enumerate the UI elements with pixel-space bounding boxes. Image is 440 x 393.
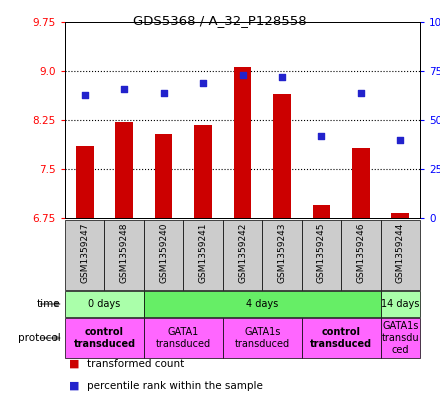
Bar (302, 220, 341, 290)
Text: 0 days: 0 days (88, 299, 121, 309)
Text: GSM1359240: GSM1359240 (159, 223, 168, 283)
Text: GATA1s
transduced: GATA1s transduced (235, 327, 290, 349)
Text: protocol: protocol (18, 333, 61, 343)
Bar (392, 213, 409, 218)
Bar (115, 122, 133, 218)
Bar (104, 220, 144, 290)
Text: GSM1359241: GSM1359241 (198, 223, 208, 283)
Bar (381, 318, 420, 358)
Text: time: time (37, 299, 61, 309)
Point (357, 90, 364, 96)
Bar (381, 220, 420, 290)
Point (121, 86, 128, 92)
Bar (65, 318, 144, 358)
Bar (312, 205, 330, 218)
Bar (302, 318, 381, 358)
Bar (223, 318, 302, 358)
Bar (352, 148, 370, 218)
Text: GSM1359244: GSM1359244 (396, 223, 405, 283)
Text: ■: ■ (70, 359, 80, 369)
Text: GSM1359247: GSM1359247 (80, 223, 89, 283)
Bar (223, 220, 262, 290)
Bar (341, 220, 381, 290)
Text: control
transduced: control transduced (73, 327, 136, 349)
Bar (381, 291, 420, 317)
Point (239, 72, 246, 78)
Text: GSM1359246: GSM1359246 (356, 223, 365, 283)
Bar (65, 291, 144, 317)
Point (318, 132, 325, 139)
Point (81, 92, 88, 98)
Text: GSM1359245: GSM1359245 (317, 223, 326, 283)
Bar (234, 67, 251, 218)
Text: ■: ■ (70, 380, 80, 391)
Text: GATA1s
transdu
ced: GATA1s transdu ced (381, 321, 419, 354)
Text: GSM1359243: GSM1359243 (278, 223, 286, 283)
Text: control
transduced: control transduced (310, 327, 372, 349)
Text: GDS5368 / A_32_P128558: GDS5368 / A_32_P128558 (133, 14, 307, 27)
Bar (194, 125, 212, 218)
Bar (155, 134, 172, 218)
Point (199, 80, 206, 86)
Text: GATA1
transduced: GATA1 transduced (156, 327, 211, 349)
Bar (144, 220, 183, 290)
Bar (273, 94, 291, 218)
Bar (144, 318, 223, 358)
Point (397, 136, 404, 143)
Point (279, 74, 286, 80)
Text: transformed count: transformed count (87, 359, 184, 369)
Text: 4 days: 4 days (246, 299, 279, 309)
Text: GSM1359248: GSM1359248 (120, 223, 128, 283)
Point (160, 90, 167, 96)
Bar (183, 220, 223, 290)
Bar (65, 220, 104, 290)
Text: 14 days: 14 days (381, 299, 419, 309)
Bar (76, 146, 94, 218)
Text: percentile rank within the sample: percentile rank within the sample (87, 380, 263, 391)
Bar (262, 220, 302, 290)
Text: GSM1359242: GSM1359242 (238, 223, 247, 283)
Bar (144, 291, 381, 317)
